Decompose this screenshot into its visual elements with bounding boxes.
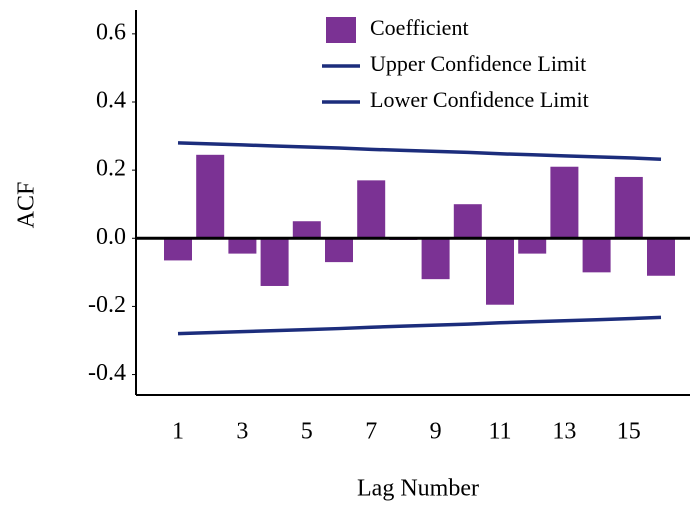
y-tick-label: 0.4 bbox=[96, 87, 126, 113]
bar bbox=[357, 180, 386, 239]
x-tick-label: 5 bbox=[301, 419, 313, 445]
y-tick-label: 0.6 bbox=[96, 19, 126, 45]
y-axis-title: ACF bbox=[14, 182, 40, 229]
bar bbox=[550, 166, 579, 239]
y-tick-label: 0.2 bbox=[96, 156, 126, 182]
bar bbox=[196, 154, 225, 239]
x-tick-label: 1 bbox=[172, 419, 184, 445]
legend-swatch bbox=[326, 17, 356, 43]
bar bbox=[164, 238, 192, 261]
x-tick-label: 11 bbox=[488, 419, 511, 445]
legend-label: Upper Confidence Limit bbox=[370, 51, 586, 76]
bar bbox=[647, 238, 675, 276]
bar bbox=[518, 238, 547, 254]
y-tick-label: -0.2 bbox=[88, 292, 126, 318]
bar bbox=[228, 238, 257, 254]
bar bbox=[582, 238, 611, 273]
bar bbox=[325, 238, 353, 263]
confidence-line bbox=[177, 141, 662, 161]
bar bbox=[292, 221, 321, 239]
x-tick-label: 13 bbox=[552, 419, 576, 445]
legend-label: Lower Confidence Limit bbox=[370, 87, 589, 112]
legend-label: Coefficient bbox=[370, 15, 469, 40]
y-tick-label: -0.4 bbox=[88, 360, 126, 386]
x-tick-label: 9 bbox=[430, 419, 442, 445]
x-tick-label: 15 bbox=[617, 419, 641, 445]
y-tick-label: 0.0 bbox=[96, 224, 126, 250]
bar bbox=[453, 204, 482, 239]
x-tick-label: 7 bbox=[365, 419, 377, 445]
bar bbox=[614, 176, 643, 239]
bar bbox=[421, 238, 450, 280]
bar bbox=[486, 238, 514, 305]
bar bbox=[260, 238, 289, 286]
confidence-line bbox=[177, 315, 662, 336]
x-tick-label: 3 bbox=[236, 419, 248, 445]
x-axis-title: Lag Number bbox=[357, 476, 479, 502]
